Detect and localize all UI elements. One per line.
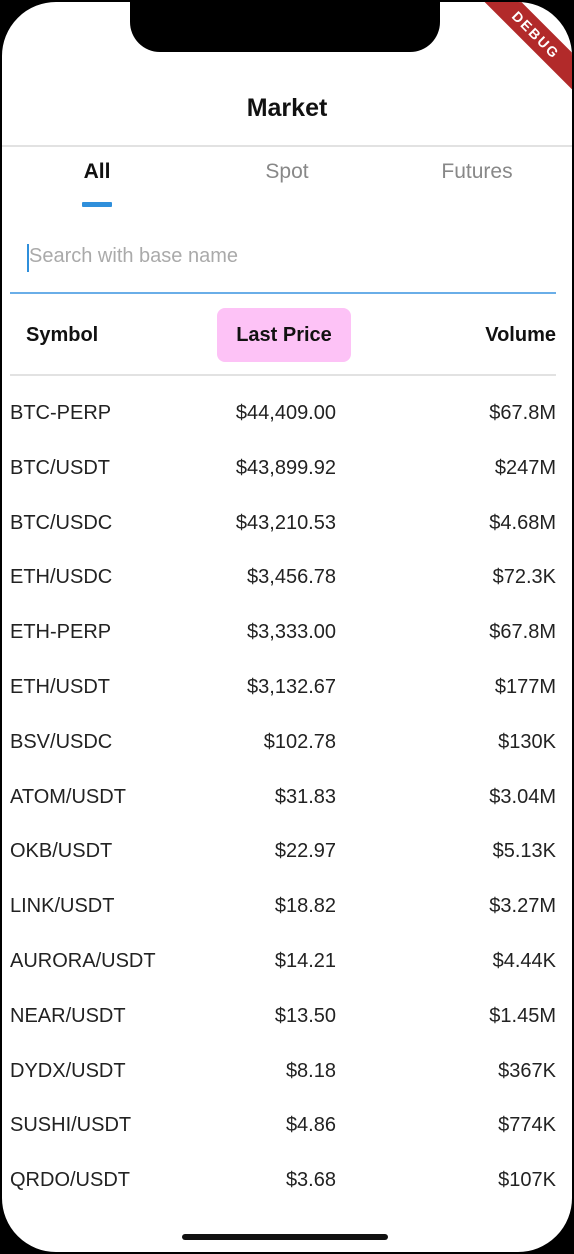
row-volume: $4.68M [489, 511, 556, 534]
row-price: $14.21 [274, 949, 336, 972]
market-tabs: All Spot Futures [2, 160, 572, 210]
table-row[interactable]: DYDX/USDT $8.18 $367K [10, 1044, 556, 1099]
row-price: $8.18 [285, 1059, 336, 1082]
row-price: $13.50 [274, 1004, 336, 1027]
row-symbol: SUSHI/USDT [10, 1114, 132, 1137]
row-price: $3,333.00 [247, 621, 336, 644]
row-symbol: NEAR/USDT [10, 1004, 126, 1027]
row-symbol: BSV/USDC [10, 730, 113, 753]
table-row[interactable]: BSV/USDC $102.78 $130K [10, 715, 556, 770]
text-caret [27, 244, 29, 272]
row-volume: $3.27M [489, 895, 556, 918]
row-volume: $5.13K [492, 840, 556, 863]
row-symbol: LINK/USDT [10, 895, 115, 918]
row-symbol: BTC-PERP [10, 402, 112, 424]
row-price: $31.83 [274, 785, 336, 808]
row-symbol: ETH/USDC [10, 566, 113, 589]
row-price: $43,210.53 [235, 511, 336, 534]
tab-label: Spot [265, 160, 309, 183]
row-symbol: ETH/USDT [10, 675, 110, 698]
table-row[interactable]: ETH/USDC $3,456.78 $72.3K [10, 550, 556, 605]
table-header-divider [10, 374, 556, 376]
header-divider [2, 145, 572, 147]
tab-futures[interactable]: Futures [382, 160, 572, 210]
row-price: $3,456.78 [247, 566, 336, 589]
market-list: BTC-PERP $44,409.00 $67.8M BTC/USDT $43,899… [10, 386, 556, 1208]
row-price: $43,899.92 [235, 456, 336, 479]
row-volume: $67.8M [489, 402, 556, 424]
row-price: $44,409.00 [235, 402, 336, 424]
tab-label: All [83, 160, 111, 183]
table-header: Symbol Last Price Volume [10, 308, 556, 364]
row-volume: $774K [498, 1114, 556, 1137]
table-row[interactable]: SUSHI/USDT $4.86 $774K [10, 1098, 556, 1153]
row-price: $18.82 [274, 895, 336, 918]
row-volume: $1.45M [489, 1004, 556, 1027]
row-volume: $247M [494, 456, 556, 479]
device-notch [130, 2, 440, 52]
row-volume: $4.44K [492, 949, 556, 972]
row-volume: $177M [494, 675, 556, 698]
row-volume: $67.8M [489, 621, 556, 644]
row-symbol: ETH-PERP [10, 621, 112, 644]
row-price: $102.78 [263, 730, 336, 753]
table-row[interactable]: QRDO/USDT $3.68 $107K [10, 1153, 556, 1208]
tab-all[interactable]: All [2, 160, 192, 210]
debug-banner: DEBUG [477, 2, 572, 94]
table-row[interactable]: NEAR/USDT $13.50 $1.45M [10, 989, 556, 1044]
row-volume: $367K [498, 1059, 556, 1082]
tab-active-indicator [82, 202, 112, 207]
row-price: $4.86 [285, 1114, 336, 1137]
tab-label: Futures [441, 160, 513, 183]
column-header-last-price[interactable]: Last Price [217, 308, 351, 362]
row-symbol: OKB/USDT [10, 840, 113, 863]
home-indicator[interactable] [182, 1234, 388, 1240]
row-price: $3,132.67 [247, 675, 336, 698]
row-volume: $107K [498, 1169, 556, 1192]
table-row[interactable]: BTC-PERP $44,409.00 $67.8M [10, 386, 556, 441]
row-volume: $72.3K [492, 566, 556, 589]
row-symbol: AURORA/USDT [10, 949, 156, 972]
row-symbol: DYDX/USDT [10, 1059, 126, 1082]
column-header-symbol[interactable]: Symbol [26, 324, 99, 346]
table-row[interactable]: ATOM/USDT $31.83 $3.04M [10, 770, 556, 825]
row-symbol: BTC/USDT [10, 456, 110, 479]
row-volume: $130K [498, 730, 556, 753]
row-symbol: QRDO/USDT [10, 1169, 130, 1192]
column-header-volume[interactable]: Volume [485, 324, 556, 346]
tab-spot[interactable]: Spot [192, 160, 382, 210]
page-title: Market [246, 94, 328, 122]
table-row[interactable]: AURORA/USDT $14.21 $4.44K [10, 934, 556, 989]
row-price: $3.68 [285, 1169, 336, 1192]
search-placeholder: Search with base name [29, 245, 239, 267]
row-price: $22.97 [274, 840, 336, 863]
row-volume: $3.04M [489, 785, 556, 808]
table-row[interactable]: ETH/USDT $3,132.67 $177M [10, 660, 556, 715]
table-row[interactable]: LINK/USDT $18.82 $3.27M [10, 879, 556, 934]
row-symbol: BTC/USDC [10, 511, 113, 534]
table-row[interactable]: OKB/USDT $22.97 $5.13K [10, 824, 556, 879]
row-symbol: ATOM/USDT [10, 785, 126, 808]
table-row[interactable]: BTC/USDT $43,899.92 $247M [10, 441, 556, 496]
table-row[interactable]: BTC/USDC $43,210.53 $4.68M [10, 496, 556, 551]
table-row[interactable]: ETH-PERP $3,333.00 $67.8M [10, 605, 556, 660]
search-input[interactable]: Search with base name [10, 234, 556, 294]
